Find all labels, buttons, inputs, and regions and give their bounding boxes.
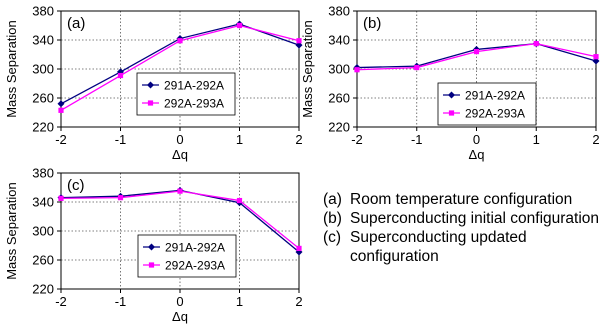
y-tick-label: 220 [32,120,54,135]
x-tick-label: 1 [533,132,540,147]
y-tick-label: 300 [32,62,54,77]
y-tick-label: 340 [32,195,54,210]
data-point-square [117,195,124,201]
panel-label: (b) [363,15,381,32]
chart-panel-b: 220 260 300 340 380 -2 -1 0 1 2 Δq Mass Separation (… [300,4,600,163]
data-point-square [296,38,302,44]
caption-text: Superconducting initial configuration [350,210,600,227]
y-tick-label: 260 [32,253,54,268]
y-axis-title: Mass Separation [4,182,19,280]
legend-entry-label: 291A-292A [164,79,224,93]
caption-a: (a) Room temperature configuration [323,190,604,209]
caption-b: (b) Superconducting initial configuratio… [323,209,604,228]
legend: 291A-292A 292A-293A [437,82,537,126]
data-point-square [236,22,243,29]
chart-panel-c: 220 260 300 340 380 -2 -1 0 1 2 Δq Mass Separation (… [4,166,303,325]
x-tick-label: 0 [473,132,480,147]
caption-tag: (b) [323,210,342,227]
y-axis-title: Mass Separation [300,20,315,118]
x-tick-label: -2 [351,132,363,147]
x-tick-label: -2 [55,132,67,147]
data-point-square [58,107,64,113]
panel-label: (c) [67,177,85,194]
caption-tag: (a) [323,191,342,208]
y-tick-label: 380 [328,4,350,19]
data-point-diamond [57,100,65,108]
x-tick-label: 1 [236,132,243,147]
y-tick-label: 260 [32,91,54,106]
x-tick-label: 2 [295,294,302,309]
legend: 291A-292A 292A-293A [136,72,236,116]
y-tick-label: 300 [328,62,350,77]
caption-text: Superconducting updated configuration [350,229,527,265]
data-point-square [177,188,183,194]
legend-entry-label: 292A-293A [465,107,525,121]
data-point-square [414,64,420,71]
data-point-square [473,49,480,55]
legend-box [136,72,236,116]
data-point-square [177,38,183,44]
caption-tag: (c) [323,229,342,246]
legend-marker-square [148,262,155,268]
y-tick-label: 380 [32,4,54,19]
legend-marker-square [147,100,154,106]
x-tick-label: 2 [295,132,302,147]
legend-entry-label: 291A-292A [165,241,225,255]
legend: 291A-292A 292A-293A [137,234,237,278]
y-tick-label: 260 [328,91,350,106]
y-tick-label: 340 [32,33,54,48]
legend-entry-label: 292A-293A [165,259,225,273]
y-tick-label: 220 [328,120,350,135]
legend-box [137,234,237,278]
legend-marker-diamond [148,243,155,251]
panel-label: (a) [67,15,85,32]
caption-text: Room temperature configuration [350,191,573,208]
y-axis-title: Mass Separation [4,20,19,118]
y-tick-label: 340 [328,33,350,48]
x-axis-title: Δq [172,147,188,162]
x-tick-label: 0 [176,294,183,309]
legend-marker-diamond [448,91,455,99]
data-point-square [236,197,243,204]
x-tick-label: 1 [236,294,243,309]
legend-marker-diamond [147,81,154,89]
chart-panel-a: 220 260 300 340 380 -2 -1 0 1 2 Δq Mass Separation (… [4,4,303,163]
legend-marker-square [448,110,455,116]
data-point-square [593,54,599,60]
legend-entry-label: 291A-292A [465,89,525,103]
data-point-square [58,195,64,201]
data-point-square [533,41,539,47]
y-tick-label: 380 [32,166,54,181]
data-point-square [296,245,302,251]
x-tick-label: -1 [115,132,127,147]
y-tick-label: 220 [32,282,54,297]
x-tick-label: -1 [411,132,423,147]
x-tick-label: -1 [115,294,127,309]
caption-list: (a) Room temperature configuration (b) S… [323,190,604,266]
x-axis-title: Δq [172,309,188,324]
data-point-square [117,72,124,79]
legend-box [437,82,537,126]
legend-entry-label: 292A-293A [164,97,224,111]
x-tick-label: 0 [176,132,183,147]
x-axis-title: Δq [469,147,485,162]
data-point-square [354,67,360,73]
x-tick-label: -2 [55,294,67,309]
caption-c: (c) Superconducting updated configuratio… [323,228,604,266]
y-tick-label: 300 [32,224,54,239]
x-tick-label: 2 [592,132,599,147]
